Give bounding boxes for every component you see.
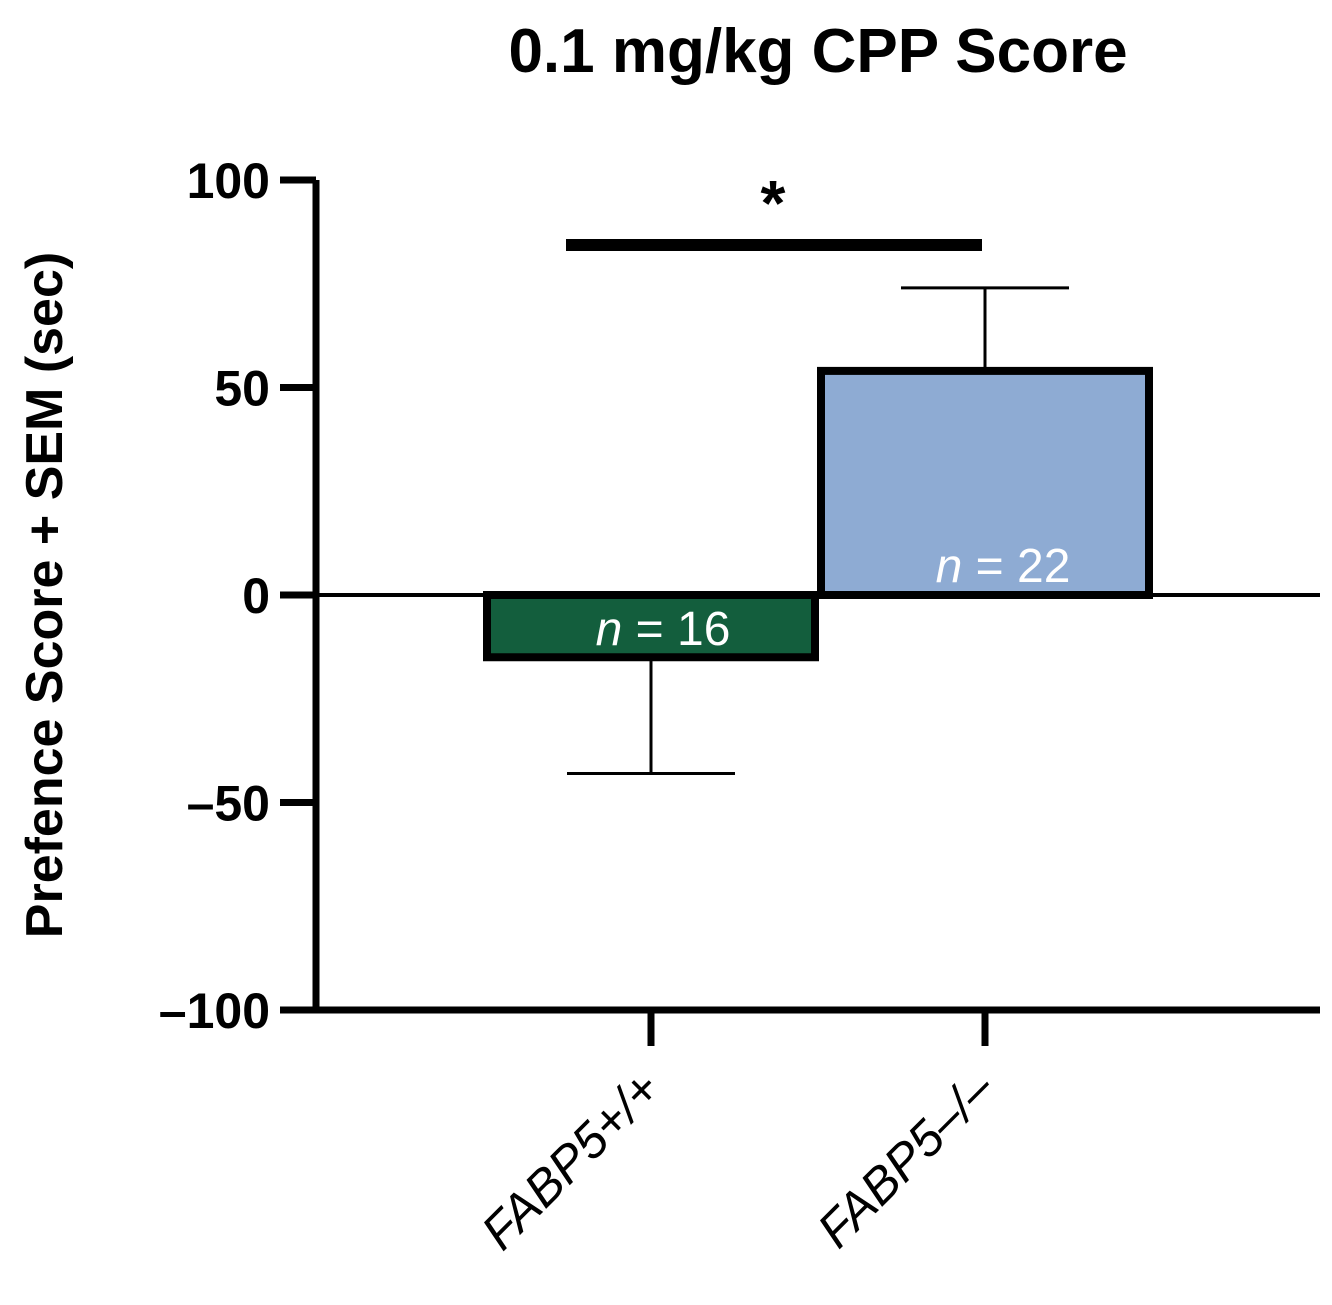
y-tick-label-1: 100: [187, 153, 270, 209]
x-tick-label-2: FABP5–/–: [807, 1059, 1006, 1258]
y-tick-label-5: –100: [159, 983, 270, 1039]
chart-title: 0.1 mg/kg CPP Score: [508, 17, 1127, 86]
bar-2: [817, 366, 1153, 599]
y-tick-label-2: 50: [214, 361, 270, 417]
x-tick-label-1: FABP5+/+: [471, 1060, 671, 1260]
n-label-value: = 22: [962, 540, 1070, 593]
n-label-variable: n: [596, 603, 623, 656]
n-label-1: n = 16: [596, 603, 731, 656]
y-tick-label-4: –50: [187, 776, 270, 832]
y-axis-label: Prefence Score + SEM (sec): [16, 252, 74, 938]
n-label-variable: n: [936, 540, 963, 593]
n-label-2: n = 22: [936, 540, 1071, 593]
y-tick-label-3: 0: [242, 568, 270, 624]
n-label-value: = 16: [622, 603, 730, 656]
significance-asterisk: *: [761, 167, 786, 239]
